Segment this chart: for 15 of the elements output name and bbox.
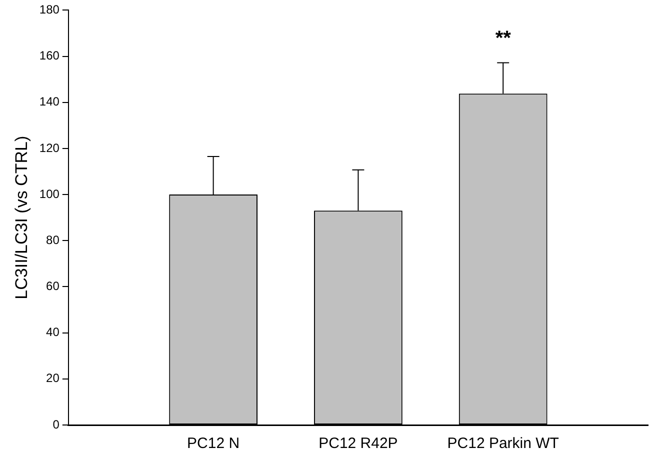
y-tick-label: 60 [46, 279, 60, 294]
y-tick-label: 40 [46, 325, 60, 340]
x-tick-label: PC12 R42P [318, 435, 398, 452]
y-tick-label: 120 [39, 140, 60, 155]
annotation: ** [495, 27, 512, 50]
y-tick-label: 140 [39, 94, 60, 109]
y-tick-label: 180 [39, 2, 60, 17]
y-tick-label: 160 [39, 48, 60, 63]
x-tick-label: PC12 Parkin WT [447, 435, 559, 452]
y-tick-label: 100 [39, 186, 60, 201]
y-axis-title: LC3II/LC3I (vs CTRL) [12, 136, 31, 300]
y-tick-label: 80 [46, 232, 60, 247]
y-tick-label: 0 [52, 417, 60, 432]
y-tick-label: 20 [46, 371, 60, 386]
x-tick-label: PC12 N [187, 435, 240, 452]
